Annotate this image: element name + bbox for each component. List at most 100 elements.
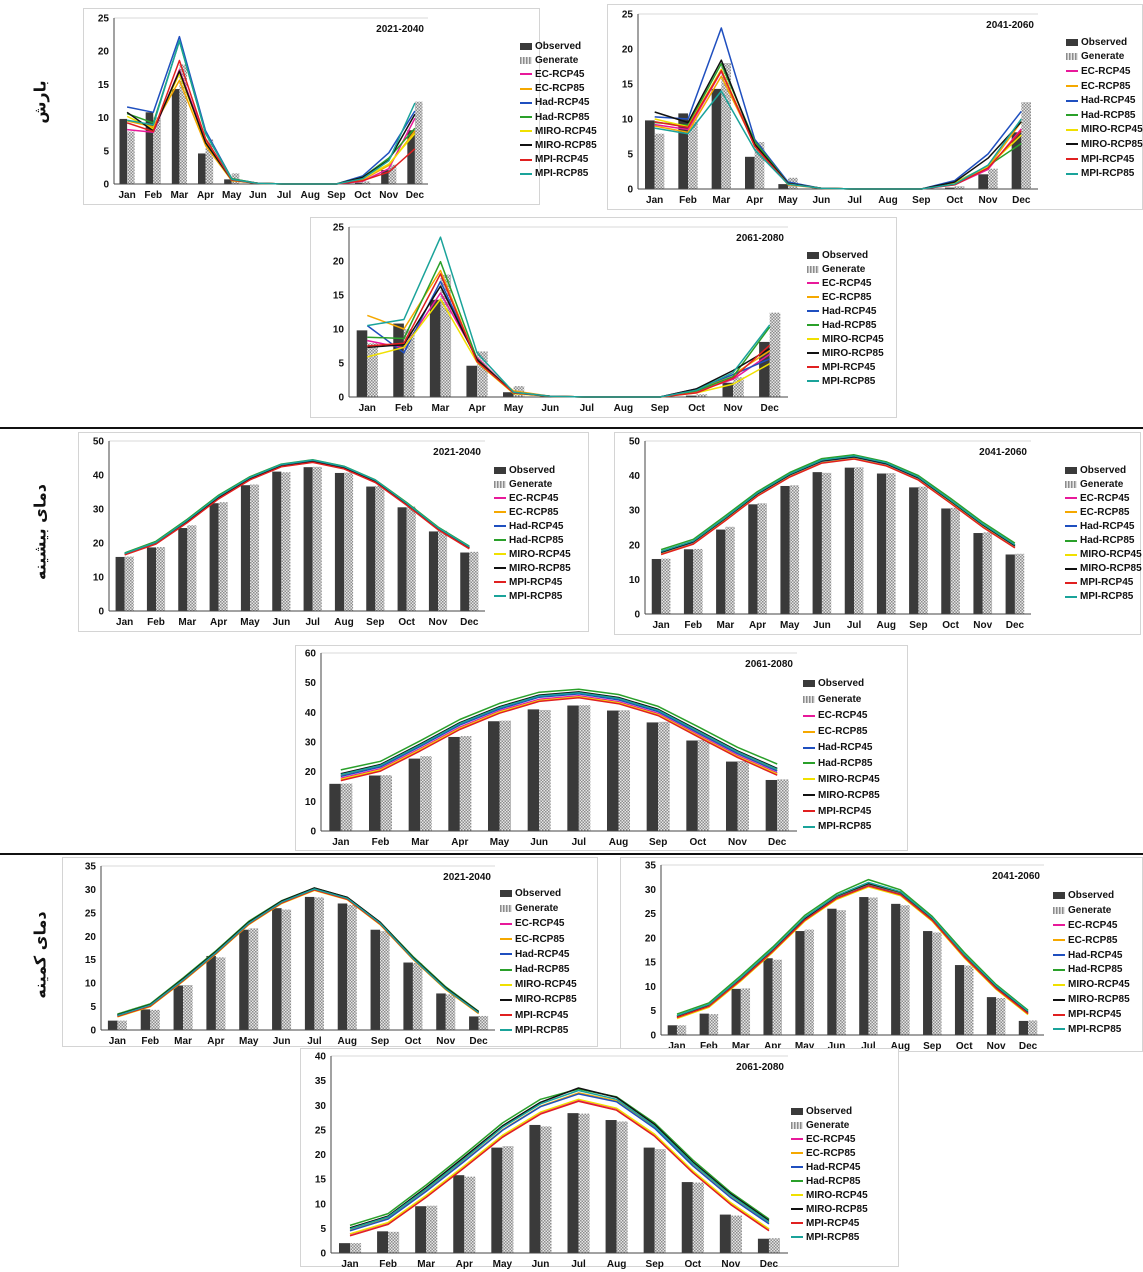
y-tick-label: 10: [305, 797, 317, 808]
bar-generated: [693, 548, 703, 614]
bar-observed: [795, 931, 805, 1035]
legend-label: MPI-RCP85: [509, 590, 563, 602]
legend-swatch: [1053, 954, 1065, 956]
legend-label: Had-RCP45: [535, 97, 590, 109]
y-tick-label: 30: [93, 505, 105, 516]
legend-swatch: [494, 466, 506, 474]
bar-observed: [606, 710, 619, 831]
legend-item: MIRO-RCP85: [807, 346, 884, 360]
legend-item: Had-RCP45: [807, 304, 884, 318]
bar-generated: [340, 783, 353, 831]
legend-swatch: [1066, 85, 1078, 88]
series-line-ec-rcp45: [349, 1099, 770, 1236]
x-tick-label: Jun: [272, 617, 290, 628]
x-tick-label: Oct: [398, 617, 415, 628]
legend-item: Generate: [803, 692, 880, 708]
x-tick-label: Nov: [979, 195, 998, 206]
legend-swatch: [1053, 998, 1065, 1001]
bar-generated: [616, 1121, 628, 1253]
series-line-miro-rcp85: [124, 460, 470, 555]
series-line-ec-rcp85: [676, 883, 1029, 1018]
legend-swatch: [807, 265, 819, 273]
bar-generated: [179, 64, 188, 184]
bar-generated: [477, 351, 488, 397]
legend-swatch: [807, 324, 819, 326]
bar-observed: [765, 779, 778, 831]
bar-generated: [187, 525, 197, 611]
legend-item: Observed: [520, 39, 597, 53]
legend-label: EC-RCP45: [535, 68, 585, 80]
bar-generated: [982, 532, 993, 614]
legend-swatch: [520, 101, 532, 104]
bar-generated: [658, 721, 670, 831]
legend-item: EC-RCP45: [1065, 491, 1142, 505]
legend-swatch: [803, 762, 815, 765]
x-tick-label: Apr: [746, 195, 763, 206]
legend-swatch: [520, 87, 532, 90]
legend-item: Had-RCP45: [791, 1160, 868, 1174]
series-line-mpi-rcp45: [660, 458, 1016, 556]
bar-observed: [722, 382, 734, 397]
x-tick-label: Oct: [946, 195, 963, 206]
x-tick-label: Jul: [847, 620, 862, 631]
chart-panel-tmax-2041: 0 10 20 30 40 50 Jan Feb Mar Apr May Jun Jul Aug Sep Oc…: [614, 432, 1142, 635]
bar-generated: [772, 959, 782, 1035]
y-tick-label: 30: [629, 506, 641, 517]
legend-label: Generate: [806, 1119, 850, 1131]
y-tick-label: 20: [645, 933, 657, 944]
x-tick-label: May: [240, 617, 260, 628]
y-tick-label: 0: [338, 393, 344, 404]
x-tick-label: Nov: [973, 620, 992, 631]
x-tick-label: Jun: [812, 195, 830, 206]
legend-item: Observed: [791, 1104, 868, 1118]
legend-label: EC-RCP85: [1068, 934, 1118, 946]
legend-swatch: [803, 680, 815, 688]
y-tick-label: 50: [93, 437, 105, 448]
bar-observed: [859, 897, 869, 1035]
legend-swatch: [500, 953, 512, 956]
chart-title: 2061-2080: [736, 1062, 784, 1073]
row-separator: [0, 427, 1143, 429]
x-tick-label: Feb: [379, 1259, 397, 1270]
x-tick-label: Apr: [468, 403, 485, 414]
series-line-miro-rcp45: [124, 461, 470, 556]
x-tick-label: Jan: [109, 1036, 126, 1047]
bar-observed: [408, 758, 421, 831]
legend-swatch: [803, 696, 815, 704]
bar-generated: [499, 720, 512, 831]
legend-label: Had-RCP45: [509, 520, 564, 532]
legend-swatch: [791, 1222, 803, 1224]
bar-observed: [119, 118, 128, 184]
legend-swatch: [791, 1194, 803, 1196]
bar-generated: [900, 905, 910, 1035]
chart-legend: Observed Generate EC-RCP45 EC-RCP85 Had-RCP4…: [500, 886, 577, 1038]
chart-svg: 0 5 10 15 20 25 Jan Feb Mar Apr May Jun Jul Aug Sep Oct…: [622, 10, 1038, 206]
series-line-had-rcp45: [124, 459, 470, 555]
x-tick-label: Aug: [334, 617, 353, 628]
legend-label: MPI-RCP45: [806, 1217, 860, 1229]
legend-swatch: [803, 714, 815, 717]
y-tick-label: 25: [315, 1125, 327, 1136]
series-line-mpi-rcp85: [654, 90, 1022, 190]
legend-label: EC-RCP85: [515, 933, 565, 945]
legend-swatch: [803, 810, 815, 813]
series-line-mpi-rcp85: [117, 888, 480, 1017]
bar-generated: [420, 756, 432, 831]
legend-label: MPI-RCP85: [535, 168, 589, 180]
legend-label: Had-RCP85: [1081, 109, 1136, 121]
legend-item: Had-RCP45: [520, 96, 597, 110]
bar-generated: [721, 63, 731, 189]
chart-svg: 0 5 10 15 20 25 Jan Feb Mar Apr May Jun Jul Aug Sep Oct…: [333, 223, 788, 414]
bar-observed: [891, 903, 901, 1035]
legend-item: MIRO-RCP45: [1053, 977, 1130, 992]
legend-swatch: [791, 1180, 803, 1182]
bar-generated: [156, 547, 166, 611]
bar-observed: [909, 487, 919, 614]
legend-swatch: [791, 1138, 803, 1140]
legend-swatch: [494, 553, 506, 555]
legend-item: MIRO-RCP45: [520, 124, 597, 138]
legend-label: MPI-RCP45: [1081, 153, 1135, 165]
legend-swatch: [520, 42, 532, 50]
bar-observed: [719, 1214, 731, 1253]
legend-label: Generate: [1081, 51, 1125, 63]
